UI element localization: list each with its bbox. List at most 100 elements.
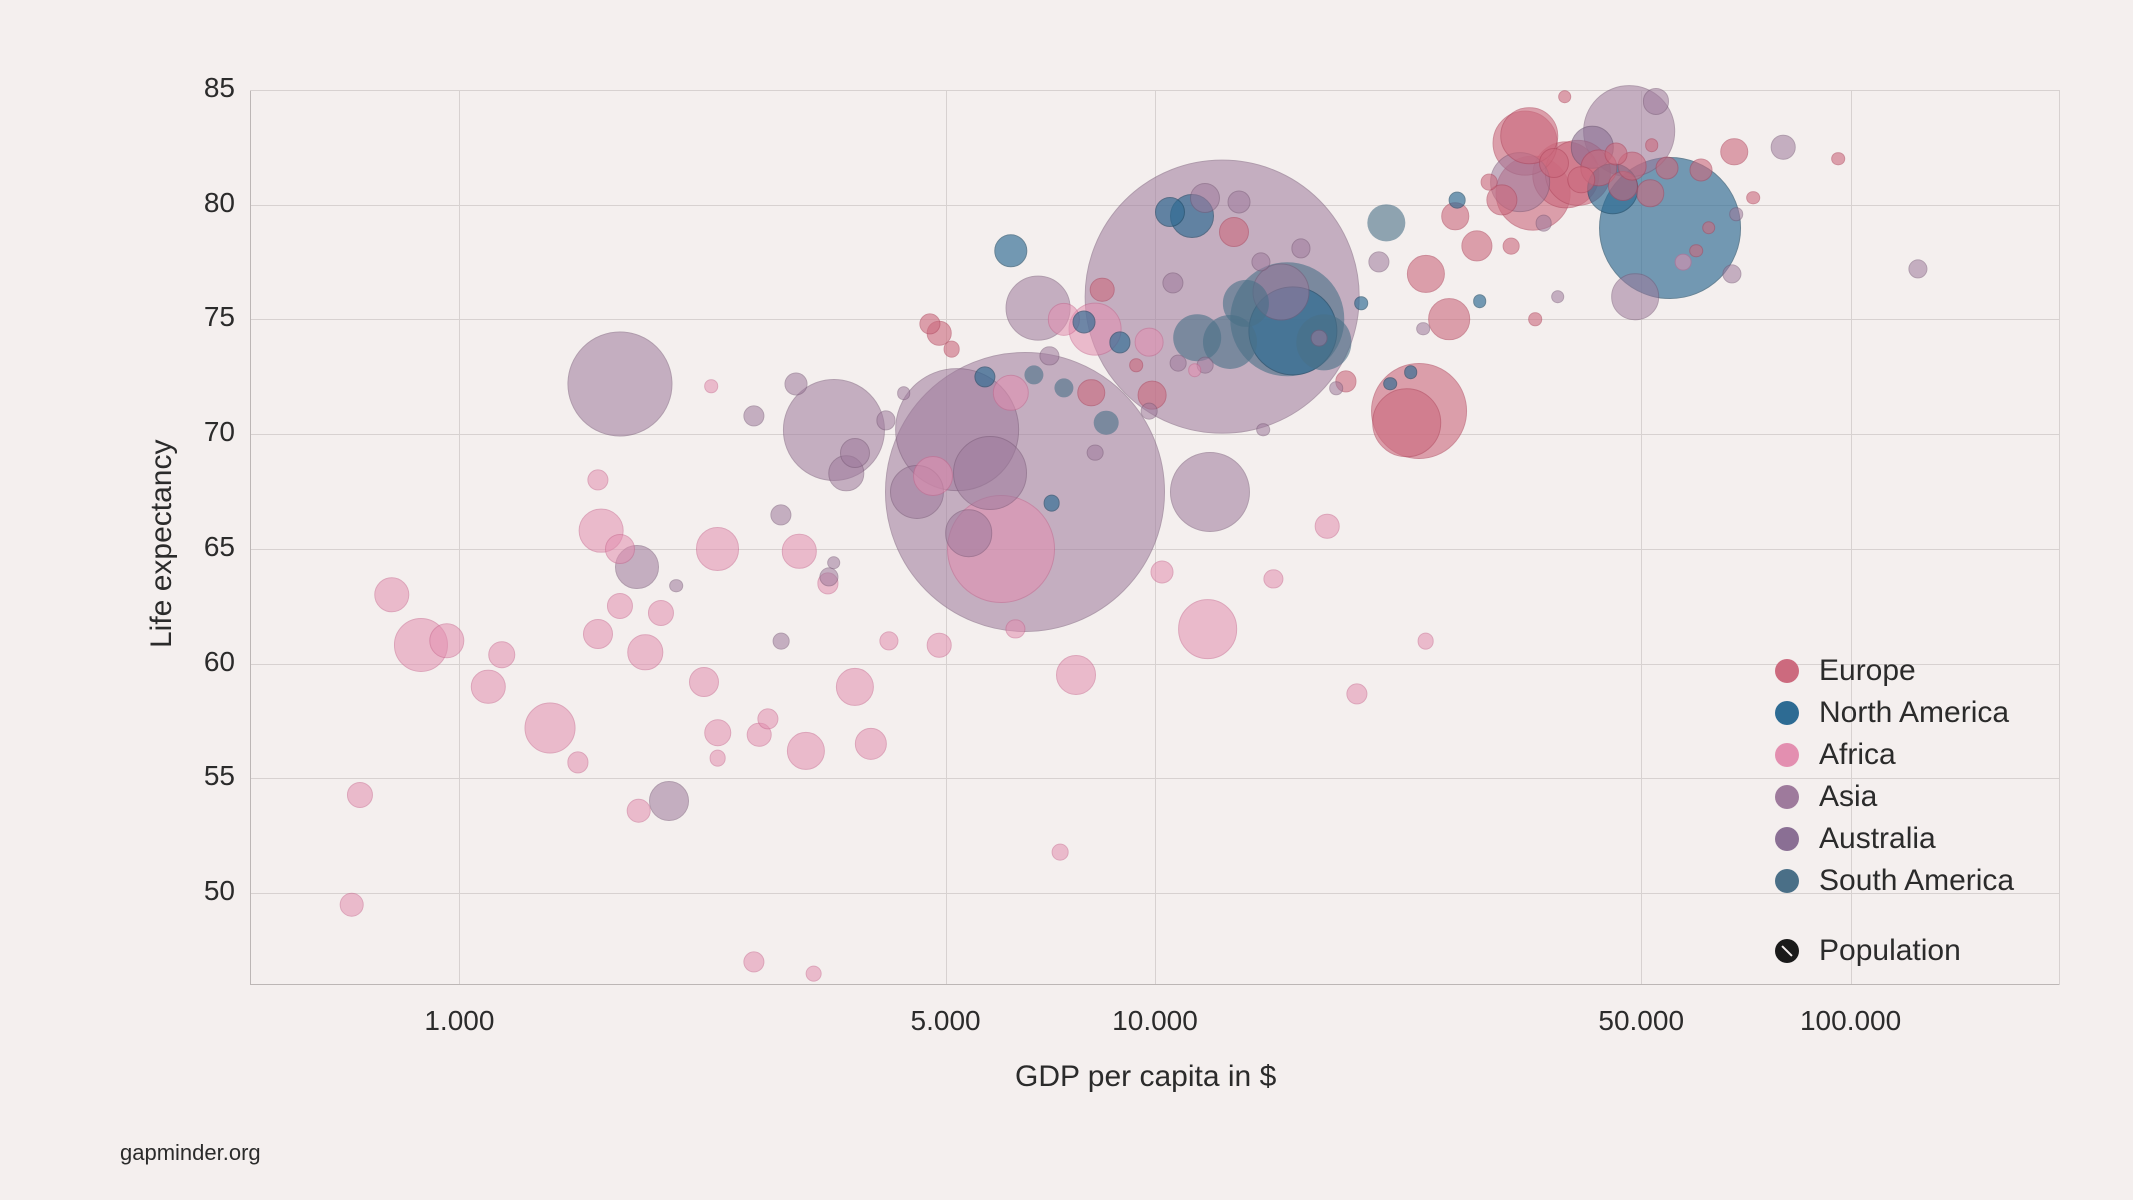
bubble <box>953 436 1027 510</box>
bubble <box>1558 90 1572 104</box>
bubble <box>1056 655 1096 695</box>
bubble <box>782 534 816 568</box>
bubble <box>704 719 731 746</box>
bubble <box>583 619 613 649</box>
bubble <box>1355 297 1369 311</box>
legend-label: Europe <box>1819 654 1916 688</box>
bubble <box>649 781 689 821</box>
legend-size-label: Population <box>1819 934 1961 968</box>
bubble <box>704 379 718 393</box>
y-tick-label: 60 <box>180 646 235 678</box>
bubble <box>1503 238 1520 255</box>
x-gridline <box>459 90 460 985</box>
plot-border-bottom <box>250 984 2060 985</box>
bubble <box>1134 328 1163 357</box>
bubble <box>1310 329 1327 346</box>
legend-label: South America <box>1819 864 2014 898</box>
bubble <box>1141 403 1158 420</box>
bubble <box>927 633 952 658</box>
bubble <box>471 669 505 703</box>
source-attribution: gapminder.org <box>120 1140 261 1166</box>
bubble <box>1072 310 1095 333</box>
bubble <box>1130 359 1144 373</box>
bubble <box>773 632 790 649</box>
population-icon <box>1775 939 1799 963</box>
bubble <box>1747 191 1761 205</box>
y-tick-label: 65 <box>180 531 235 563</box>
bubble <box>787 732 825 770</box>
bubble <box>1315 514 1340 539</box>
bubble <box>607 593 633 619</box>
y-tick-label: 75 <box>180 301 235 333</box>
y-tick-label: 80 <box>180 187 235 219</box>
bubble <box>374 577 409 612</box>
bubble <box>1188 363 1202 377</box>
bubble <box>1722 264 1741 283</box>
bubble <box>1090 277 1115 302</box>
bubble <box>1831 152 1845 166</box>
bubble <box>1151 560 1174 583</box>
legend-swatch <box>1775 869 1799 893</box>
y-tick-label: 55 <box>180 760 235 792</box>
bubble <box>836 668 874 706</box>
bubble <box>945 509 993 557</box>
bubble <box>1690 159 1713 182</box>
legend-item: Europe <box>1775 650 2014 692</box>
bubble <box>1223 280 1269 326</box>
bubble <box>1611 273 1659 321</box>
bubble <box>876 411 895 430</box>
bubble <box>1535 215 1552 232</box>
bubble <box>1052 844 1069 861</box>
plot-border-top <box>250 90 2060 91</box>
bubble <box>743 405 764 426</box>
bubble <box>1429 299 1471 341</box>
y-tick-label: 85 <box>180 72 235 104</box>
bubble <box>605 534 635 564</box>
bubble <box>770 504 791 525</box>
legend-label: Africa <box>1819 738 1896 772</box>
y-tick-label: 70 <box>180 416 235 448</box>
legend-swatch <box>1775 743 1799 767</box>
x-axis-title: GDP per capita in $ <box>1015 1060 1276 1094</box>
bubble <box>1730 207 1744 221</box>
bubble <box>1087 444 1104 461</box>
bubble <box>1043 495 1060 512</box>
bubble <box>897 386 911 400</box>
bubble <box>1720 138 1747 165</box>
bubble <box>1346 683 1367 704</box>
bubble <box>1449 192 1466 209</box>
bubble <box>1643 88 1669 114</box>
bubble <box>1771 135 1796 160</box>
bubble <box>1416 322 1430 336</box>
legend-item: North America <box>1775 692 2014 734</box>
x-tick-label: 50.000 <box>1598 1005 1684 1037</box>
bubble <box>567 331 672 436</box>
bubble <box>1094 410 1119 435</box>
bubble <box>1369 252 1390 273</box>
bubble <box>567 752 588 773</box>
bubble <box>1372 388 1442 458</box>
plot-border-right <box>2059 90 2060 985</box>
bubble <box>1256 423 1270 437</box>
legend-swatch <box>1775 785 1799 809</box>
bubble <box>1219 217 1249 247</box>
bubble <box>1481 173 1498 190</box>
legend-label: North America <box>1819 696 2009 730</box>
bubble <box>1656 157 1679 180</box>
legend-label: Asia <box>1819 780 1877 814</box>
bubble <box>587 470 608 491</box>
bubble <box>1404 365 1418 379</box>
bubble <box>1384 377 1398 391</box>
y-axis-title: Life expectancy <box>145 439 179 647</box>
x-tick-label: 5.000 <box>911 1005 981 1037</box>
legend-size-item: Population <box>1775 930 2014 972</box>
bubble <box>943 341 960 358</box>
x-tick-label: 100.000 <box>1800 1005 1901 1037</box>
bubble <box>689 667 719 697</box>
bubble <box>1006 620 1025 639</box>
bubble <box>1605 143 1628 166</box>
bubble <box>1461 230 1492 261</box>
bubble <box>785 372 808 395</box>
bubble <box>1155 197 1185 227</box>
bubble <box>696 527 740 571</box>
